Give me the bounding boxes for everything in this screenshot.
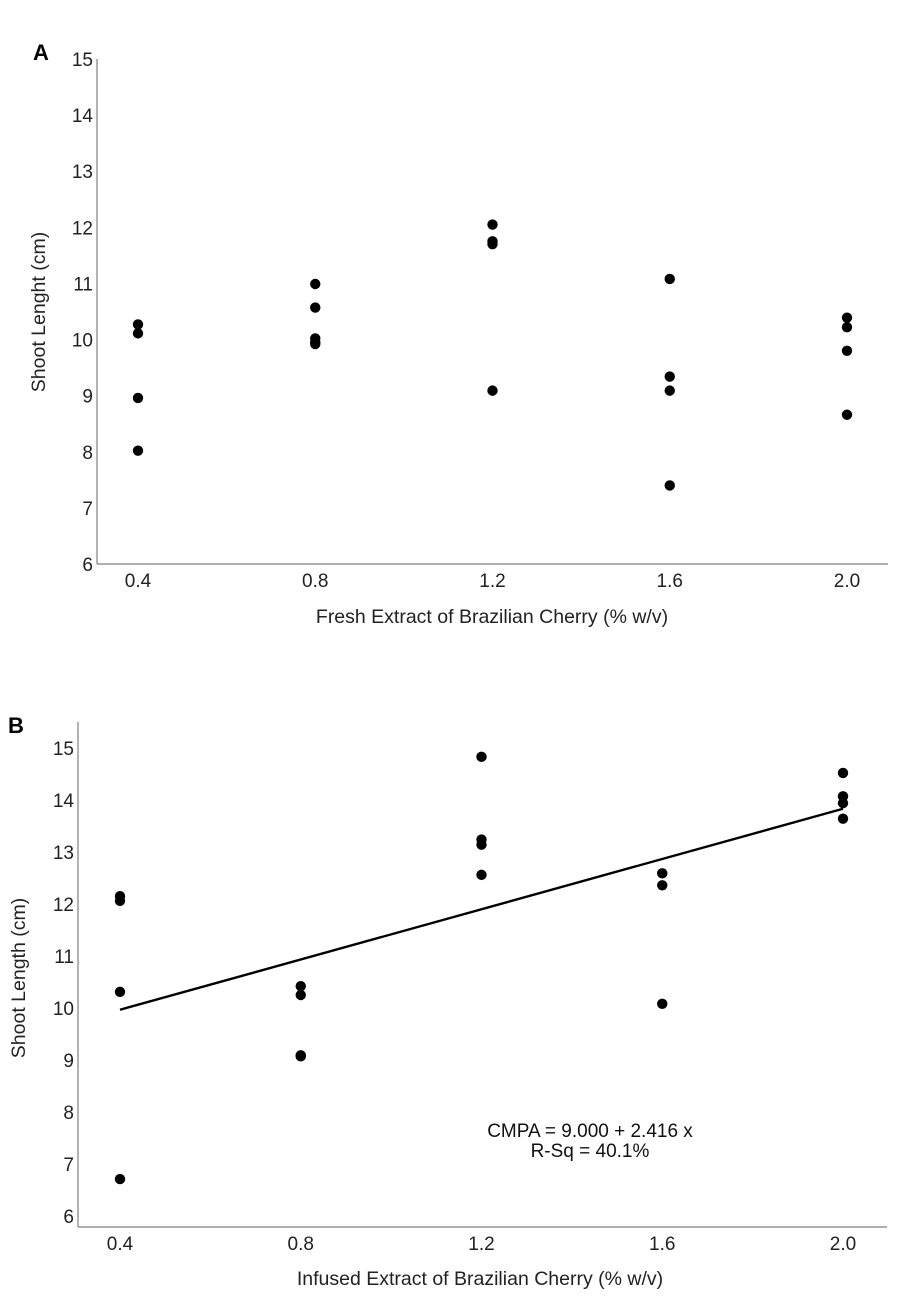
panel-b-x-tick-label: 0.8 — [288, 1234, 314, 1255]
panel-b-y-tick-label: 12 — [53, 895, 74, 916]
panel-b-chart: B 6 7 8 9 10 11 12 13 14 15 0.4 0.8 1.2 1.6 2.0 CMPA … — [8, 713, 887, 1290]
data-point — [114, 1173, 126, 1185]
panel-b-x-tick-label: 1.6 — [649, 1234, 675, 1255]
data-point — [841, 345, 853, 356]
panel-b-y-tick-label: 10 — [53, 999, 74, 1020]
panel-a-y-axis-label: Shoot Lenght (cm) — [28, 232, 50, 392]
panel-b-x-tick-label: 2.0 — [830, 1234, 856, 1255]
panel-a-y-tick-label: 8 — [82, 443, 93, 464]
regression-line — [119, 807, 844, 1011]
data-point — [841, 409, 853, 420]
data-point — [476, 839, 487, 850]
panel-a-x-tick-label: 1.6 — [657, 571, 683, 592]
regression-equation: CMPA = 9.000 + 2.416 x — [487, 1121, 693, 1142]
panel-b-x-tick-label: 0.4 — [107, 1234, 134, 1255]
data-point — [295, 1051, 306, 1062]
panel-a-points — [132, 219, 853, 491]
panel-a-x-tick-labels: 0.4 0.8 1.2 1.6 2.0 — [125, 571, 860, 592]
panel-a-y-tick-labels: 6 7 8 9 10 11 12 13 14 15 — [72, 50, 94, 576]
data-point — [657, 998, 668, 1010]
panel-a-y-tick-label: 12 — [72, 218, 93, 239]
data-point — [487, 385, 498, 396]
data-point — [295, 980, 306, 992]
panel-b-y-axis-label: Shoot Length (cm) — [8, 898, 30, 1058]
panel-b-label: B — [8, 713, 24, 738]
panel-b-y-tick-label: 7 — [63, 1155, 74, 1176]
panel-a-x-tick-label: 1.2 — [479, 571, 505, 592]
panel-a-label: A — [33, 40, 49, 65]
data-point — [132, 319, 144, 330]
data-point — [487, 238, 498, 250]
data-point — [664, 385, 675, 396]
panel-b-y-tick-label: 8 — [63, 1103, 74, 1124]
panel-b-y-tick-label: 11 — [54, 947, 74, 968]
data-point — [132, 445, 144, 456]
r-squared-label: R-Sq = 40.1% — [531, 1141, 650, 1162]
panel-b-x-tick-labels: 0.4 0.8 1.2 1.6 2.0 — [107, 1234, 856, 1255]
panel-a-x-axis-label: Fresh Extract of Brazilian Cherry (% w/v… — [316, 606, 668, 628]
data-point — [837, 813, 849, 824]
panel-b-x-tick-label: 1.2 — [468, 1234, 494, 1255]
data-point — [310, 278, 321, 290]
data-point — [657, 868, 668, 879]
data-point — [132, 392, 144, 404]
data-point — [295, 989, 306, 1001]
data-point — [132, 328, 144, 339]
data-point — [664, 371, 675, 382]
data-point — [657, 880, 668, 891]
panel-a-chart: A 6 7 8 9 10 11 12 13 14 15 0.4 0.8 1.2 1.6 2.0 Fresh… — [28, 40, 888, 628]
panel-b-y-tick-label: 14 — [53, 791, 75, 812]
data-point — [664, 480, 675, 491]
panel-a-y-tick-label: 6 — [82, 555, 93, 576]
panel-a-y-tick-label: 13 — [72, 162, 93, 183]
data-point — [310, 302, 321, 313]
panel-b-y-tick-label: 15 — [53, 739, 74, 760]
panel-b-x-axis-label: Infused Extract of Brazilian Cherry (% w… — [297, 1268, 663, 1290]
panel-a-y-tick-label: 15 — [72, 50, 93, 71]
panel-a-x-tick-label: 0.4 — [125, 571, 152, 592]
panel-a-x-tick-label: 2.0 — [834, 571, 860, 592]
data-point — [837, 797, 849, 809]
panel-b-y-tick-label: 9 — [63, 1051, 74, 1072]
panel-a-x-tick-label: 0.8 — [302, 571, 328, 592]
data-point — [487, 219, 498, 230]
data-point — [476, 869, 487, 881]
panel-b-y-tick-labels: 6 7 8 9 10 11 12 13 14 15 — [53, 739, 75, 1228]
panel-a-y-tick-label: 10 — [72, 331, 93, 352]
data-point — [476, 751, 487, 763]
panel-a-y-tick-label: 7 — [82, 499, 93, 520]
data-point — [841, 322, 853, 333]
data-point — [841, 312, 853, 323]
panel-b-y-tick-label: 6 — [63, 1207, 74, 1228]
panel-a-y-tick-label: 11 — [73, 274, 93, 295]
data-point — [664, 273, 675, 285]
data-point — [837, 767, 849, 779]
data-point — [114, 986, 126, 998]
panel-b-y-tick-label: 13 — [53, 843, 74, 864]
panel-a-y-tick-label: 9 — [82, 387, 93, 408]
panel-b-points — [114, 751, 849, 1185]
panel-a-y-tick-label: 14 — [72, 106, 94, 127]
data-point — [114, 895, 126, 907]
data-point — [310, 337, 321, 348]
